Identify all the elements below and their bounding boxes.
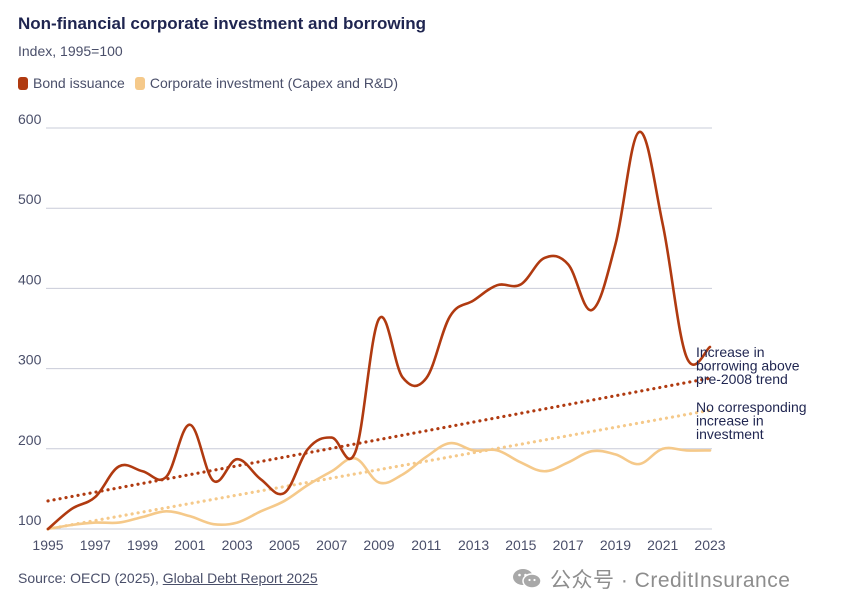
- legend-swatch-investment: [134, 76, 145, 90]
- y-tick-label-100: 100: [18, 512, 42, 528]
- x-tick-label-2011: 2011: [411, 537, 441, 553]
- x-tick-label-2021: 2021: [647, 537, 678, 553]
- annotation-1-line-1: Increase in: [696, 344, 764, 360]
- x-tick-label-1999: 1999: [127, 537, 158, 553]
- y-tick-label-300: 300: [18, 352, 42, 368]
- x-tick-label-1995: 1995: [32, 537, 63, 553]
- x-tick-label-1997: 1997: [80, 537, 111, 553]
- trendline-investment: [46, 408, 712, 531]
- x-tick-label-2005: 2005: [269, 537, 300, 553]
- annotation-2-line-1: No corresponding: [696, 399, 807, 415]
- source-note: Source: OECD (2025), Global Debt Report …: [18, 570, 318, 586]
- source-link[interactable]: Global Debt Report 2025: [162, 570, 318, 586]
- watermark: 公众号 · CreditInsurance: [512, 564, 790, 594]
- annotation-1-line-3: pre-2008 trend: [696, 371, 788, 387]
- x-tick-label-2009: 2009: [363, 537, 394, 553]
- x-tick-label-2001: 2001: [174, 537, 205, 553]
- x-tick-label-2007: 2007: [316, 537, 347, 553]
- y-tick-label-200: 200: [18, 432, 42, 448]
- series-line-investment: [46, 441, 712, 531]
- watermark-text: 公众号 · CreditInsurance: [550, 569, 791, 592]
- legend-label-bond: Bond issuance: [33, 75, 125, 91]
- legend: Bond issuance Corporate investment (Cape…: [18, 75, 402, 91]
- x-tick-label-2003: 2003: [222, 537, 253, 553]
- source-prefix: Source: OECD (2025),: [18, 570, 163, 586]
- y-tick-label-600: 600: [18, 111, 42, 127]
- x-tick-label-2017: 2017: [553, 537, 584, 553]
- x-tick-label-2023: 2023: [694, 537, 725, 553]
- x-tick-label-2019: 2019: [600, 537, 631, 553]
- y-tick-label-500: 500: [18, 191, 42, 207]
- x-tick-label-2013: 2013: [458, 537, 489, 553]
- legend-item-bond: Bond issuance: [18, 75, 125, 91]
- legend-swatch-bond: [18, 76, 28, 90]
- annotation-2-line-3: investment: [696, 426, 764, 442]
- chart-title: Non-financial corporate investment and b…: [18, 14, 427, 33]
- series-line-bond: [46, 130, 712, 531]
- trendline-borrowing: [46, 376, 712, 503]
- x-tick-label-2015: 2015: [505, 537, 536, 553]
- legend-label-investment: Corporate investment (Capex and R&D): [149, 75, 399, 91]
- wechat-icon: [512, 567, 542, 591]
- annotation-1-line-2: borrowing above: [696, 358, 800, 374]
- chart-subtitle: Index, 1995=100: [18, 43, 123, 59]
- legend-item-investment: Corporate investment (Capex and R&D): [134, 75, 399, 91]
- annotation-2-line-2: increase in: [696, 413, 764, 429]
- y-tick-label-400: 400: [18, 271, 42, 287]
